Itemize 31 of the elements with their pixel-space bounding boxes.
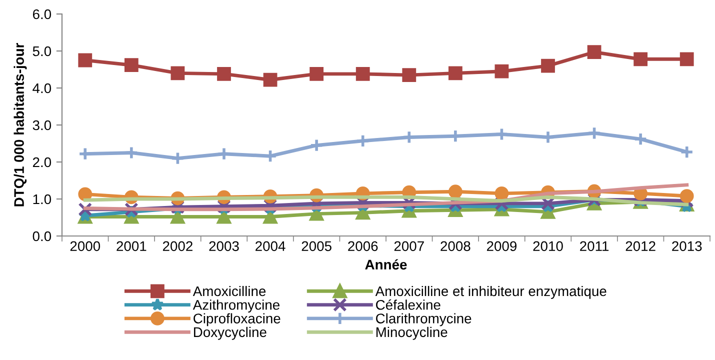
x-tick-label: 2011 bbox=[580, 241, 609, 252]
x-tick-label: 2009 bbox=[486, 241, 517, 252]
x-tick-label: 2000 bbox=[70, 241, 100, 252]
x-tick-label: 2001 bbox=[116, 241, 146, 252]
legend-label: Amoxicilline bbox=[192, 286, 266, 296]
legend-label: Minocycline bbox=[376, 326, 448, 340]
x-tick-label: 2006 bbox=[348, 241, 378, 252]
y-tick-label: 4.0 bbox=[32, 83, 52, 94]
y-tick-label: 5.0 bbox=[32, 46, 52, 56]
x-tick-label: 2013 bbox=[672, 241, 702, 252]
legend-label: Ciprofloxacine bbox=[194, 313, 280, 326]
x-tick-label: 2010 bbox=[533, 241, 563, 252]
y-tick-label: 2.0 bbox=[32, 157, 52, 168]
y-tick-label: 6.0 bbox=[32, 9, 52, 20]
x-tick-label: 2008 bbox=[440, 241, 470, 252]
y-axis-title: DTQ/1 000 habitants-jour bbox=[14, 43, 27, 206]
legend-label: Céfalexine bbox=[376, 299, 440, 310]
x-axis-title: Année bbox=[365, 259, 407, 270]
x-tick-label: 2002 bbox=[162, 241, 192, 252]
y-tick-label: 1.0 bbox=[33, 194, 52, 204]
legend-label: Clarithromycine bbox=[376, 313, 472, 326]
x-tick-label: 2004 bbox=[256, 241, 286, 252]
x-tick-label: 2005 bbox=[302, 241, 332, 252]
x-tick-label: 2012 bbox=[626, 241, 656, 252]
x-tick-label: 2003 bbox=[209, 241, 239, 252]
y-tick-label: 0.0 bbox=[32, 231, 52, 242]
legend-label: Doxycycline bbox=[194, 326, 266, 340]
x-tick-label: 2007 bbox=[394, 241, 424, 252]
legend-label: Amoxicilline et inhibiteur enzymatique bbox=[375, 286, 606, 299]
y-tick-label: 3.0 bbox=[32, 120, 52, 130]
legend-label: Azithromycine bbox=[192, 300, 280, 313]
